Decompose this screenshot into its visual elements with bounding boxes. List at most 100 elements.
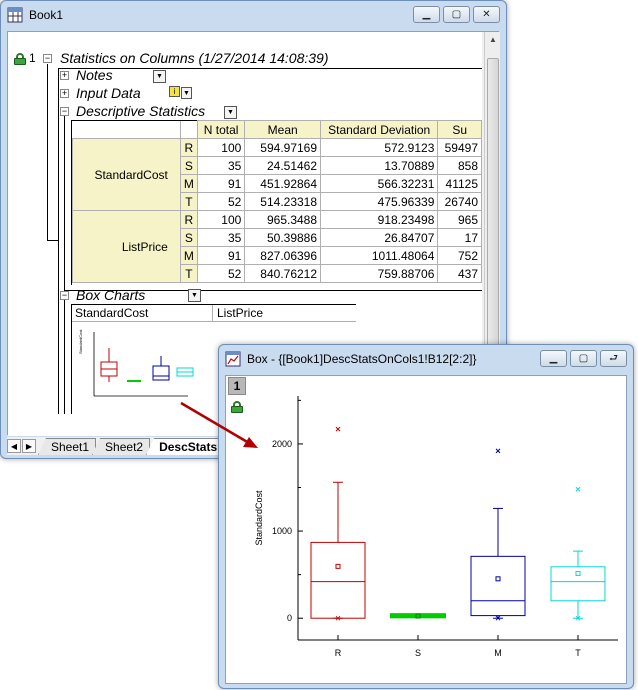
- col-header[interactable]: Standard Deviation: [320, 120, 439, 139]
- cell-sum[interactable]: 858: [437, 156, 482, 175]
- restore-button[interactable]: ⮐: [600, 350, 627, 367]
- min-marker: [335, 615, 341, 621]
- y-tick-label: 2000: [272, 439, 292, 449]
- vertical-scrollbar[interactable]: ▲ ▼: [484, 32, 500, 436]
- info-icon[interactable]: i: [169, 86, 180, 97]
- cell-sum[interactable]: 17: [437, 228, 482, 247]
- maximize-button[interactable]: ▢: [570, 350, 597, 367]
- collapse-box-toggle[interactable]: −: [60, 290, 69, 300]
- maximize-button[interactable]: ▢: [443, 6, 470, 23]
- row-label: S: [179, 228, 198, 247]
- col-header[interactable]: Mean: [244, 120, 322, 139]
- tab-sheet1[interactable]: Sheet1: [38, 438, 97, 455]
- box-graph-window[interactable]: Box - {[Book1]DescStatsOnCols1!B12[2:2]}…: [218, 344, 634, 689]
- cell-mean[interactable]: 965.3488: [244, 210, 322, 229]
- cell-sd[interactable]: 13.70889: [320, 156, 439, 175]
- cell-sum[interactable]: 59497: [437, 138, 482, 157]
- x-tick-label: T: [575, 648, 581, 658]
- outlier-marker: [575, 486, 581, 492]
- cell-n[interactable]: 91: [196, 174, 246, 193]
- cell-sd[interactable]: 26.84707: [320, 228, 439, 247]
- cell-sd[interactable]: 1011.48064: [320, 246, 439, 265]
- y-tick-label: 0: [287, 613, 292, 623]
- expand-notes-toggle[interactable]: +: [60, 70, 69, 80]
- mean-marker: [335, 563, 341, 569]
- book1-titlebar[interactable]: Book1: [1, 1, 506, 29]
- cell-sum[interactable]: 26740: [437, 192, 482, 211]
- cell-mean[interactable]: 514.23318: [244, 192, 322, 211]
- graph-client: 1 0 1000 2000 StandardCost R S M T: [225, 375, 627, 684]
- cell-mean[interactable]: 451.92864: [244, 174, 322, 193]
- cell-mean[interactable]: 840.76212: [244, 264, 322, 283]
- table-row: T 52 840.76212 759.88706 437: [73, 264, 482, 283]
- box-window-title: Box - {[Book1]DescStatsOnCols1!B12[2:2]}: [247, 352, 477, 366]
- collapse-desc-toggle[interactable]: −: [60, 106, 69, 116]
- cell-n[interactable]: 91: [196, 246, 246, 265]
- notes-label: Notes: [76, 67, 113, 83]
- cell-sd[interactable]: 566.32231: [320, 174, 439, 193]
- cell-sd[interactable]: 572.9123: [320, 138, 439, 157]
- chevron-down-icon: ▼: [191, 292, 198, 299]
- table-header-row: N total Mean Standard Deviation Su: [72, 120, 482, 139]
- cell-sd[interactable]: 918.23498: [320, 210, 439, 229]
- minimize-button[interactable]: ▁: [540, 350, 567, 367]
- close-button[interactable]: ✕: [473, 6, 500, 23]
- minimize-icon: ▁: [549, 352, 558, 364]
- box-charts-label: Box Charts: [76, 287, 146, 303]
- box-charts-dropdown[interactable]: ▼: [188, 289, 201, 302]
- cell-mean[interactable]: 24.51462: [244, 156, 322, 175]
- cell-sum[interactable]: 41125: [437, 174, 482, 193]
- cell-n[interactable]: 35: [196, 228, 246, 247]
- mean-marker: [495, 576, 501, 582]
- col-header[interactable]: Su: [437, 120, 482, 139]
- cell-sum[interactable]: 437: [437, 264, 482, 283]
- notes-dropdown[interactable]: ▼: [153, 70, 166, 83]
- min-marker: [575, 615, 581, 621]
- prev-sheet-button[interactable]: ◀: [7, 439, 21, 453]
- minimize-icon: ▁: [422, 8, 431, 20]
- cell-sd[interactable]: 759.88706: [320, 264, 439, 283]
- cell-mean[interactable]: 594.97169: [244, 138, 322, 157]
- cell-mean[interactable]: 50.39886: [244, 228, 322, 247]
- box-titlebar[interactable]: Box - {[Book1]DescStatsOnCols1!B12[2:2]}: [219, 345, 633, 373]
- cell-n[interactable]: 35: [196, 156, 246, 175]
- cell-mean[interactable]: 827.06396: [244, 246, 322, 265]
- input-data-dropdown[interactable]: ▼: [181, 87, 192, 99]
- cell-n[interactable]: 52: [196, 192, 246, 211]
- table-row: ListPrice R 100 965.3488 918.23498 965: [72, 210, 482, 283]
- x-tick-label: M: [494, 648, 502, 658]
- cell-n[interactable]: 100: [196, 210, 246, 229]
- scroll-up-icon[interactable]: ▲: [489, 35, 497, 44]
- box-chart-thumbnail[interactable]: StandardCost: [73, 324, 213, 414]
- chevron-down-icon: ▼: [183, 90, 190, 97]
- maximize-icon: ▢: [578, 352, 589, 364]
- box-M: [470, 555, 526, 617]
- tab-sheet2[interactable]: Sheet2: [92, 438, 151, 455]
- box-plot[interactable]: 0 1000 2000 StandardCost R S M T: [226, 376, 628, 685]
- workbook-client: 1 − Statistics on Columns (1/27/2014 14:…: [7, 31, 500, 436]
- minimize-button[interactable]: ▁: [413, 6, 440, 23]
- lock-icon[interactable]: [14, 53, 26, 65]
- cell-n[interactable]: 100: [196, 138, 246, 157]
- chevron-down-icon: ▼: [227, 109, 234, 116]
- cell-sum[interactable]: 752: [437, 246, 482, 265]
- cell-sd[interactable]: 475.96339: [320, 192, 439, 211]
- desc-stats-label: Descriptive Statistics: [76, 103, 206, 119]
- next-sheet-button[interactable]: ▶: [22, 439, 36, 453]
- cell-n[interactable]: 52: [196, 264, 246, 283]
- expand-input-toggle[interactable]: +: [60, 88, 69, 98]
- tab-descstats[interactable]: DescStats: [146, 438, 225, 455]
- outlier-marker: [335, 426, 341, 432]
- row-label: S: [179, 156, 198, 175]
- layer-indicator[interactable]: 1: [228, 377, 246, 395]
- root-title: Statistics on Columns (1/27/2014 14:08:3…: [60, 50, 329, 66]
- x-tick-label: S: [415, 648, 421, 658]
- collapse-root-toggle[interactable]: −: [43, 53, 52, 63]
- book1-window[interactable]: Book1 ▁ ▢ ✕ 1 − Statistics on Columns (1…: [0, 0, 507, 459]
- box-chart-header: StandardCost ListPrice: [72, 305, 356, 322]
- cell-sum[interactable]: 965: [437, 210, 482, 229]
- col-header[interactable]: N total: [196, 120, 246, 139]
- desc-stats-dropdown[interactable]: ▼: [224, 106, 237, 119]
- row-label: R: [179, 138, 198, 157]
- y-axis-label: StandardCost: [254, 490, 264, 546]
